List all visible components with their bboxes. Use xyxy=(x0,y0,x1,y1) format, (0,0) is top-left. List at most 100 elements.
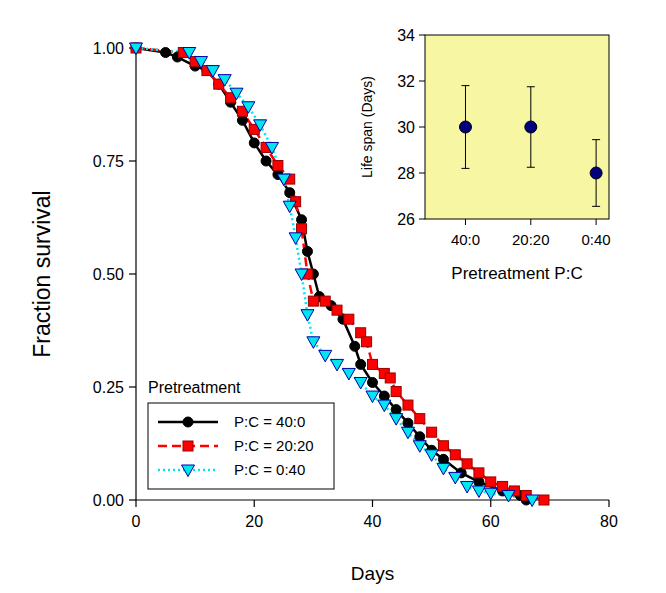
legend-box xyxy=(148,403,334,489)
inset-x-title: Pretreatment P:C xyxy=(451,264,582,283)
series-point xyxy=(301,310,314,322)
series-point xyxy=(356,328,366,338)
series-point xyxy=(378,400,391,412)
series-point xyxy=(332,305,342,315)
inset-y-tick-label: 32 xyxy=(397,73,415,90)
series-point xyxy=(285,188,295,198)
series-point xyxy=(425,450,438,462)
x-tick-label: 0 xyxy=(132,513,141,530)
inset-y-tick-label: 26 xyxy=(397,211,415,228)
legend-marker xyxy=(183,417,193,427)
series-point xyxy=(307,337,320,349)
series-point xyxy=(413,441,426,453)
series-point xyxy=(415,432,425,442)
series-point xyxy=(379,391,389,401)
chart-root: 0204060800.000.250.500.751.00DaysFractio… xyxy=(0,0,666,593)
y-tick xyxy=(129,273,136,274)
x-tick-label: 20 xyxy=(245,513,263,530)
series-point xyxy=(437,463,450,475)
inset-y-tick xyxy=(419,219,425,220)
x-tick-label: 40 xyxy=(364,513,382,530)
x-tick xyxy=(135,500,136,507)
inset-y-tick xyxy=(419,35,425,36)
x-tick xyxy=(254,500,255,507)
series-point xyxy=(486,477,496,487)
series-point xyxy=(319,350,332,362)
series-point xyxy=(484,488,497,500)
inset-x-tick xyxy=(530,219,531,225)
legend-marker xyxy=(182,465,195,477)
series-point xyxy=(461,481,474,493)
x-axis-title: Days xyxy=(351,563,394,584)
inset-y-tick xyxy=(419,127,425,128)
series-point xyxy=(183,48,196,60)
legend-title: Pretreatment xyxy=(148,379,241,396)
series-point xyxy=(320,296,330,306)
series-point xyxy=(289,233,302,245)
inset-y-tick-label: 30 xyxy=(397,119,415,136)
series-point xyxy=(474,468,484,478)
inset-plot xyxy=(459,86,602,207)
inset-x-tick xyxy=(465,219,466,225)
series-point xyxy=(230,88,243,100)
y-tick-label: 1.00 xyxy=(93,40,124,57)
series-point xyxy=(283,201,296,213)
series-point xyxy=(218,75,231,87)
inset-y-tick xyxy=(419,81,425,82)
series-point xyxy=(368,359,378,369)
series-point xyxy=(438,441,448,451)
legend-marker xyxy=(183,441,193,451)
series-point xyxy=(368,377,378,387)
series-point xyxy=(438,454,448,464)
series-point xyxy=(498,481,508,491)
y-tick-label: 0.50 xyxy=(93,266,124,283)
series-point xyxy=(385,373,395,383)
series-point xyxy=(390,414,403,426)
y-axis-title: Fraction survival xyxy=(29,190,55,357)
legend-label: P:C = 0:40 xyxy=(234,461,305,478)
series-point xyxy=(403,400,413,410)
inset-y-tick-label: 28 xyxy=(397,165,415,182)
inset-point xyxy=(459,121,471,133)
series-point xyxy=(427,427,437,437)
series-point xyxy=(342,368,355,380)
series-point xyxy=(273,161,283,171)
series-point xyxy=(401,427,414,439)
y-tick-label: 0.25 xyxy=(93,379,124,396)
series-point xyxy=(254,120,267,132)
series-point xyxy=(474,477,484,487)
series-point xyxy=(354,377,367,389)
series-point xyxy=(502,490,515,502)
inset-point xyxy=(590,167,602,179)
series-point xyxy=(261,156,271,166)
series-point xyxy=(449,472,462,484)
series-point xyxy=(295,269,308,281)
series-point xyxy=(366,391,379,403)
series-point xyxy=(249,138,259,148)
legend-label: P:C = 40:0 xyxy=(234,413,305,430)
inset-x-tick-label: 20:20 xyxy=(512,231,550,248)
y-tick xyxy=(129,386,136,387)
series-point xyxy=(331,359,344,371)
x-tick-label: 80 xyxy=(600,513,618,530)
inset-y-tick xyxy=(419,173,425,174)
series-point xyxy=(265,142,278,154)
series-point xyxy=(302,246,312,256)
series-point xyxy=(462,459,472,469)
series-point xyxy=(356,359,366,369)
inset-point xyxy=(525,121,537,133)
series-point xyxy=(308,296,318,306)
x-tick xyxy=(490,500,491,507)
x-tick-label: 60 xyxy=(482,513,500,530)
y-tick xyxy=(129,160,136,161)
inset-y-title: Life span (Days) xyxy=(359,76,375,178)
legend-label: P:C = 20:20 xyxy=(234,437,314,454)
inset-x-tick-label: 0:40 xyxy=(582,231,611,248)
inset-x-tick xyxy=(596,219,597,225)
series-point xyxy=(391,387,401,397)
series-point xyxy=(391,405,401,415)
series-point xyxy=(277,174,290,186)
series-point xyxy=(130,43,143,55)
series-point xyxy=(472,486,485,498)
series-point xyxy=(526,495,539,507)
